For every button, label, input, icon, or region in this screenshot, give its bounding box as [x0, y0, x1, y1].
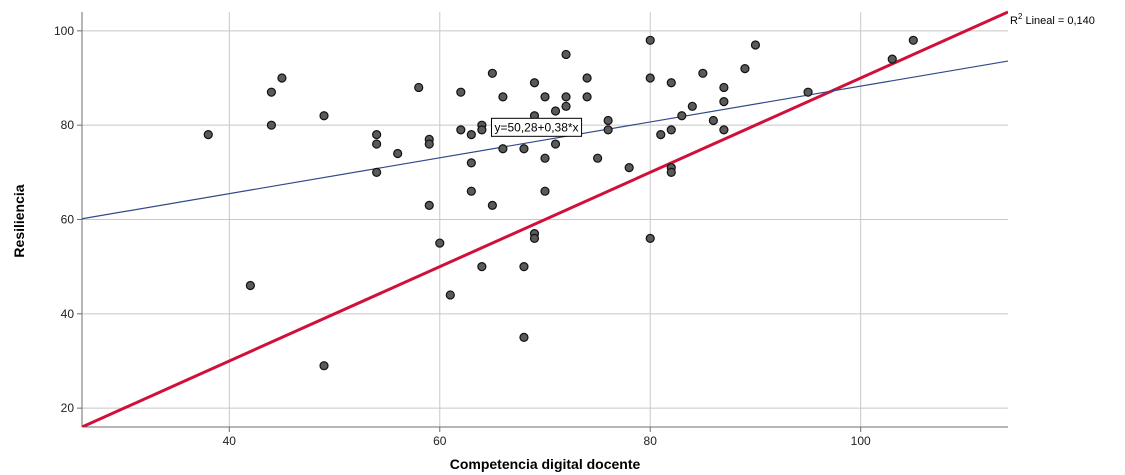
data-point [550, 106, 561, 116]
data-point [908, 35, 918, 45]
data-point [561, 92, 571, 102]
data-point [466, 130, 476, 140]
data-point [666, 167, 676, 177]
x-tick-label: 60 [433, 434, 447, 448]
data-point [266, 120, 277, 130]
data-point [750, 40, 761, 50]
y-tick-label: 60 [61, 213, 75, 227]
data-point [803, 87, 813, 97]
data-point [487, 200, 497, 210]
data-point [466, 186, 476, 196]
data-point [719, 82, 729, 93]
y-axis-title: Resiliencia [11, 184, 27, 257]
data-point [203, 130, 213, 140]
reference-line [82, 10, 1008, 427]
data-point [719, 97, 729, 107]
data-point [593, 153, 603, 163]
data-point [603, 125, 613, 135]
data-point [529, 233, 540, 243]
data-point [487, 68, 497, 78]
data-point [561, 101, 571, 111]
fit-equation-box: y=50,28+0,38*x [490, 117, 583, 137]
data-point [498, 144, 508, 154]
data-point [540, 153, 550, 163]
x-tick-label: 100 [851, 434, 871, 448]
data-point [393, 148, 403, 159]
axes [77, 12, 1008, 432]
data-point [445, 290, 455, 300]
data-point [319, 111, 329, 121]
y-tick-label: 20 [61, 401, 75, 415]
data-point [603, 115, 613, 126]
data-points [203, 35, 918, 371]
data-point [477, 125, 487, 135]
data-point [719, 125, 729, 135]
data-point [540, 186, 550, 196]
x-tick-label: 80 [644, 434, 658, 448]
fit-line [82, 60, 1008, 220]
fit-equation-frame [490, 117, 583, 137]
x-axis-title: Competencia digital docente [450, 456, 641, 472]
data-point [519, 144, 529, 154]
data-point [372, 139, 382, 149]
data-point [319, 361, 329, 371]
data-point [435, 238, 445, 248]
data-point [466, 158, 476, 168]
data-point [582, 92, 592, 102]
y-tick-label: 40 [61, 307, 75, 321]
data-point [582, 73, 592, 83]
y-tick-label: 100 [54, 24, 74, 38]
x-tick-label: 40 [223, 434, 237, 448]
y-tick-label: 80 [61, 118, 75, 132]
data-point [529, 78, 540, 88]
data-point [550, 139, 561, 149]
data-point [277, 73, 287, 83]
r2-annotation: R2 Lineal = 0,140 [1010, 12, 1095, 27]
data-point [687, 101, 697, 111]
data-point [456, 87, 466, 97]
data-point [645, 233, 655, 243]
data-point [266, 87, 277, 97]
data-point [666, 78, 676, 88]
r2-superscript: 2 [1018, 12, 1023, 21]
data-point [708, 115, 718, 126]
data-point [424, 139, 434, 149]
data-point [666, 125, 676, 135]
data-point [245, 280, 255, 291]
data-point [519, 332, 529, 342]
lines [82, 10, 1008, 427]
data-point [677, 111, 687, 121]
data-point [645, 35, 655, 45]
data-point [424, 200, 434, 210]
data-point [372, 167, 382, 177]
data-point [414, 82, 424, 93]
data-point [540, 92, 550, 102]
data-point [519, 262, 529, 272]
r2-prefix: R [1010, 15, 1018, 27]
data-point [656, 130, 666, 140]
tick-labels: 40 60 80 100 20 40 60 80 100 [54, 24, 871, 448]
data-point [561, 49, 571, 60]
data-point [698, 68, 708, 78]
data-point [372, 130, 382, 140]
r2-text: Lineal = 0,140 [1022, 15, 1094, 27]
data-point [456, 125, 466, 135]
data-point [477, 262, 487, 272]
data-point [887, 54, 897, 64]
data-point [624, 163, 634, 173]
data-point [740, 63, 750, 74]
data-point [645, 73, 655, 83]
data-point [498, 92, 508, 102]
fit-equation-label: y=50,28+0,38*x [494, 120, 578, 134]
